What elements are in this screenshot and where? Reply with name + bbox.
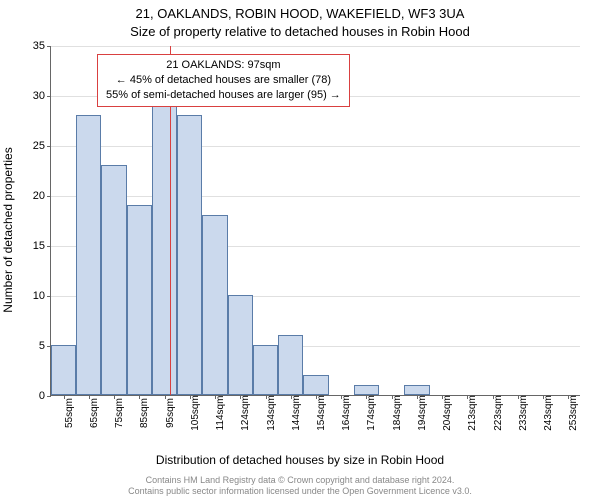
gridline [51, 146, 580, 147]
histogram-bar [354, 385, 379, 395]
xtick-label: 144sqm [291, 395, 302, 431]
xtick-label: 95sqm [165, 398, 176, 428]
chart-title-address: 21, OAKLANDS, ROBIN HOOD, WAKEFIELD, WF3… [0, 6, 600, 21]
ytick-mark [47, 96, 51, 97]
ytick-mark [47, 246, 51, 247]
xtick-label: 85sqm [139, 398, 150, 428]
ytick-label: 0 [39, 390, 45, 402]
xtick-label: 105sqm [190, 395, 201, 431]
xtick-label: 114sqm [215, 396, 226, 431]
ytick-mark [47, 196, 51, 197]
xtick-label: 124sqm [240, 395, 251, 431]
xtick-label: 184sqm [392, 395, 403, 431]
histogram-bar [253, 345, 278, 395]
xtick-label: 213sqm [467, 395, 478, 431]
xtick-label: 134sqm [266, 395, 277, 431]
ytick-label: 15 [33, 240, 45, 252]
histogram-bar [101, 165, 126, 395]
ytick-label: 5 [39, 340, 45, 352]
histogram-bar [51, 345, 76, 395]
ytick-mark [47, 146, 51, 147]
xtick-label: 65sqm [89, 398, 100, 428]
xtick-label: 233sqm [518, 395, 529, 431]
xtick-label: 154sqm [316, 395, 327, 431]
ytick-label: 10 [33, 290, 45, 302]
chart-footer: Contains HM Land Registry data © Crown c… [0, 475, 600, 498]
annotation-line: 55% of semi-detached houses are larger (… [106, 88, 341, 103]
histogram-bar [152, 105, 177, 395]
xtick-label: 174sqm [366, 395, 377, 431]
annotation-line: 21 OAKLANDS: 97sqm [106, 58, 341, 73]
y-axis-label: Number of detached properties [1, 147, 15, 312]
gridline [51, 46, 580, 47]
annotation-line: ← 45% of detached houses are smaller (78… [106, 73, 341, 88]
gridline [51, 196, 580, 197]
ytick-label: 25 [33, 140, 45, 152]
ytick-label: 20 [33, 190, 45, 202]
histogram-bar [404, 385, 429, 395]
xtick-label: 243sqm [543, 395, 554, 431]
xtick-label: 253sqm [568, 395, 579, 431]
footer-line-2: Contains public sector information licen… [0, 486, 600, 498]
xtick-label: 55sqm [64, 398, 75, 428]
histogram-bar [303, 375, 328, 395]
histogram-bar [278, 335, 303, 395]
ytick-mark [47, 296, 51, 297]
property-annotation: 21 OAKLANDS: 97sqm← 45% of detached hous… [97, 54, 350, 107]
ytick-mark [47, 46, 51, 47]
xtick-label: 75sqm [114, 398, 125, 428]
histogram-bar [202, 215, 227, 395]
x-axis-label: Distribution of detached houses by size … [0, 453, 600, 467]
xtick-label: 164sqm [341, 395, 352, 431]
xtick-label: 194sqm [417, 395, 428, 431]
xtick-label: 204sqm [442, 395, 453, 431]
histogram-bar [228, 295, 253, 395]
ytick-mark [47, 396, 51, 397]
histogram-bar [127, 205, 152, 395]
footer-line-1: Contains HM Land Registry data © Crown c… [0, 475, 600, 487]
ytick-label: 30 [33, 90, 45, 102]
chart-title-desc: Size of property relative to detached ho… [0, 24, 600, 39]
histogram-bar [76, 115, 101, 395]
xtick-label: 223sqm [493, 395, 504, 431]
chart-plot-area: 0510152025303555sqm65sqm75sqm85sqm95sqm1… [50, 46, 580, 396]
ytick-label: 35 [33, 40, 45, 52]
histogram-bar [177, 115, 202, 395]
